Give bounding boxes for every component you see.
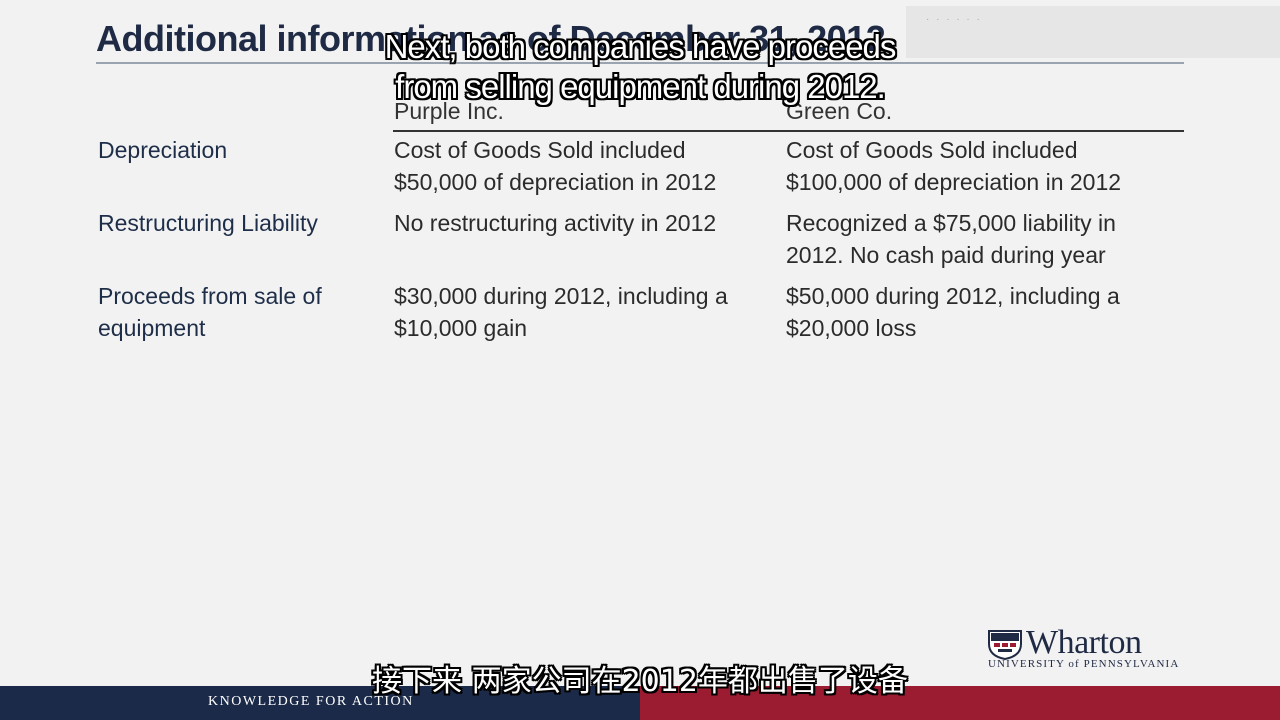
- cell-line: $50,000 during 2012, including a: [786, 283, 1120, 309]
- cell-line: $100,000 of depreciation in 2012: [786, 169, 1122, 195]
- row-label-line: Restructuring Liability: [98, 210, 318, 236]
- logo-wordmark: Wharton: [1026, 624, 1142, 661]
- row-label-proceeds: Proceeds from sale of equipment: [98, 280, 322, 344]
- footer-bar-crimson: [640, 686, 1280, 720]
- cell-line: Cost of Goods Sold included: [786, 137, 1078, 163]
- cell-line: $50,000 of depreciation in 2012: [394, 169, 717, 195]
- row-label-depreciation: Depreciation: [98, 134, 227, 166]
- row-label-line: Depreciation: [98, 137, 228, 163]
- english-subtitle-line-2: from selling equipment during 2012.: [395, 68, 886, 105]
- cell-line: Recognized a $75,000 liability in: [786, 210, 1116, 236]
- cell-purple-restructuring: No restructuring activity in 2012: [394, 207, 716, 239]
- cell-line: $30,000 during 2012, including a: [394, 283, 728, 309]
- footer-bar-navy: KNOWLEDGE FOR ACTION: [0, 686, 640, 720]
- row-label-line: equipment: [98, 315, 206, 341]
- overlay-dots: · · · · · ·: [926, 14, 982, 25]
- cell-line: $10,000 gain: [394, 315, 528, 341]
- subtitle-overlay-box: · · · · · ·: [906, 6, 1280, 58]
- chinese-subtitle: 接下来 两家公司在2012年都出售了设备: [372, 664, 908, 699]
- cell-green-proceeds: $50,000 during 2012, including a $20,000…: [786, 280, 1120, 344]
- column-header-purple: Purple Inc.: [394, 98, 504, 124]
- wharton-logo: Wharton UNIVERSITY of PENNSYLVANIA: [988, 624, 1198, 672]
- cell-green-depreciation: Cost of Goods Sold included $100,000 of …: [786, 134, 1121, 198]
- cell-line: No restructuring activity in 2012: [394, 210, 717, 236]
- logo-university: UNIVERSITY of PENNSYLVANIA: [988, 658, 1180, 670]
- cell-purple-depreciation: Cost of Goods Sold included $50,000 of d…: [394, 134, 716, 198]
- penn-shield-icon: [988, 630, 1022, 660]
- cell-line: $20,000 loss: [786, 315, 917, 341]
- column-header-green: Green Co.: [786, 98, 893, 124]
- cell-green-restructuring: Recognized a $75,000 liability in 2012. …: [786, 207, 1116, 271]
- english-subtitle-line-1: Next, both companies have proceeds: [384, 28, 897, 65]
- row-label-line: Proceeds from sale of: [98, 283, 322, 309]
- cell-line: 2012. No cash paid during year: [786, 242, 1106, 268]
- cell-line: Cost of Goods Sold included: [394, 137, 686, 163]
- title-divider: [96, 62, 1184, 64]
- slide-title: Additional information as of December 31…: [96, 18, 886, 59]
- row-label-restructuring: Restructuring Liability: [98, 207, 318, 239]
- cell-purple-proceeds: $30,000 during 2012, including a $10,000…: [394, 280, 728, 344]
- header-divider: [393, 130, 1184, 132]
- footer-tagline: KNOWLEDGE FOR ACTION: [208, 694, 414, 709]
